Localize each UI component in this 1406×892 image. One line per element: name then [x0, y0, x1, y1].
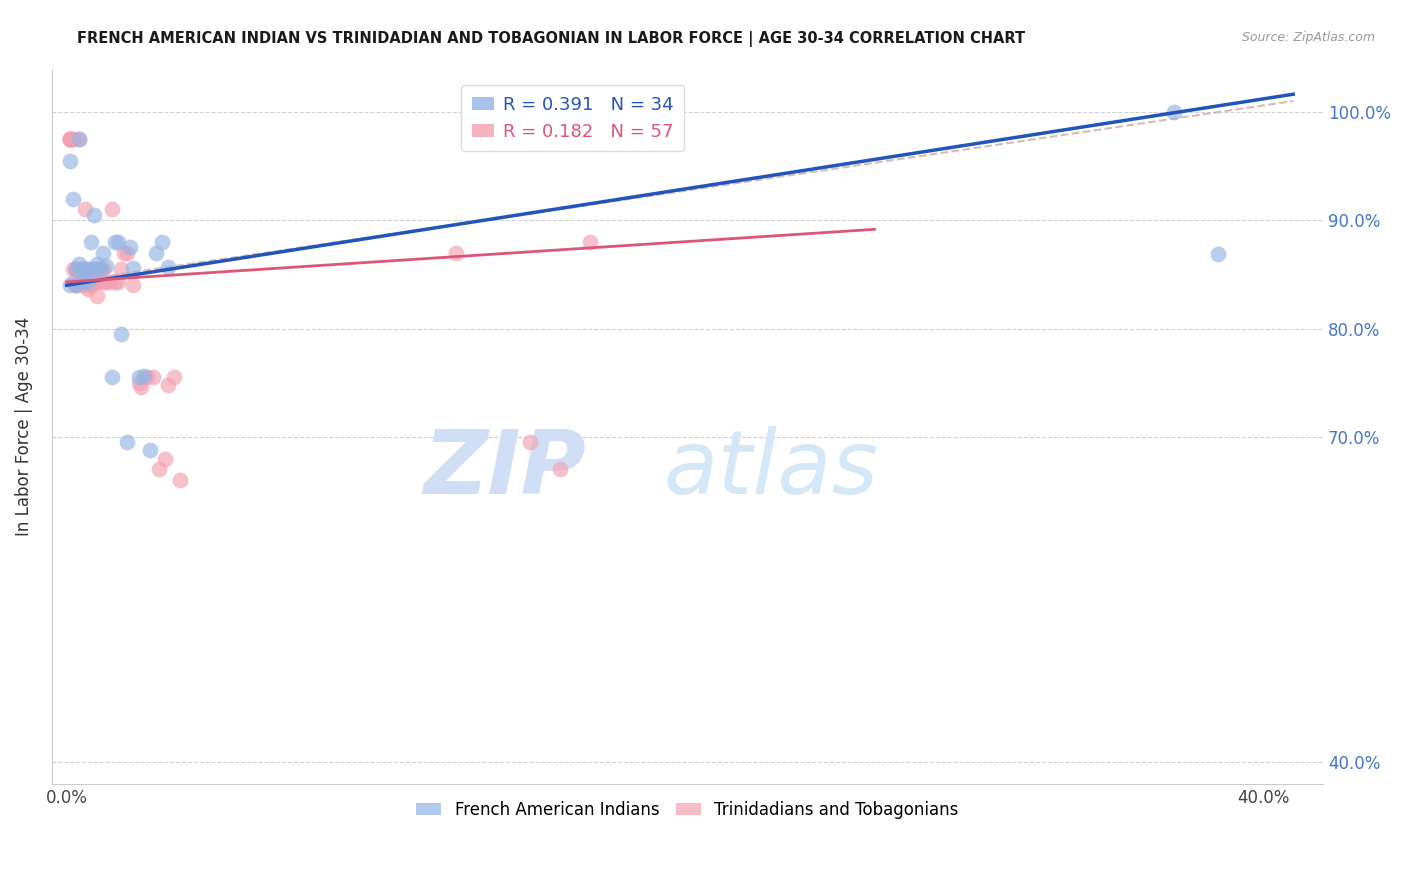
- Point: [70, 262, 93, 277]
- Point: [65, 278, 87, 293]
- Point: [128, 370, 150, 384]
- Point: [112, 245, 135, 260]
- Point: [76, 278, 98, 293]
- Point: [59, 153, 82, 168]
- Point: [145, 245, 167, 260]
- Point: [110, 326, 132, 341]
- Point: [121, 260, 143, 275]
- Point: [65, 262, 87, 277]
- Point: [73, 275, 96, 289]
- Point: [155, 451, 177, 466]
- Point: [59, 278, 82, 293]
- Point: [444, 245, 467, 260]
- Point: [91, 262, 114, 277]
- Point: [142, 370, 165, 384]
- Point: [62, 192, 84, 206]
- Point: [79, 235, 101, 249]
- Point: [148, 462, 170, 476]
- Text: atlas: atlas: [664, 426, 879, 512]
- Point: [65, 262, 87, 277]
- Legend: French American Indians, Trinidadians and Tobagonians: French American Indians, Trinidadians an…: [409, 794, 966, 825]
- Point: [94, 259, 117, 273]
- Point: [110, 262, 132, 277]
- Point: [59, 132, 82, 146]
- Point: [83, 262, 105, 277]
- Point: [86, 275, 108, 289]
- Point: [76, 281, 98, 295]
- Point: [70, 278, 93, 293]
- Point: [1208, 247, 1230, 261]
- Point: [67, 132, 90, 146]
- Point: [128, 376, 150, 390]
- Text: FRENCH AMERICAN INDIAN VS TRINIDADIAN AND TOBAGONIAN IN LABOR FORCE | AGE 30-34 : FRENCH AMERICAN INDIAN VS TRINIDADIAN AN…: [77, 31, 1025, 47]
- Point: [89, 262, 111, 277]
- Point: [169, 473, 191, 487]
- Point: [107, 235, 129, 249]
- Point: [103, 275, 125, 289]
- Point: [79, 278, 101, 293]
- Point: [519, 435, 541, 450]
- Point: [103, 235, 125, 249]
- Point: [86, 256, 108, 270]
- Point: [65, 278, 87, 293]
- Point: [83, 208, 105, 222]
- Point: [107, 275, 129, 289]
- Point: [115, 245, 138, 260]
- Point: [136, 370, 159, 384]
- Point: [139, 442, 162, 457]
- Point: [62, 132, 84, 146]
- Point: [59, 132, 82, 146]
- Point: [550, 462, 572, 476]
- Point: [67, 275, 90, 289]
- Point: [86, 262, 108, 277]
- Point: [62, 132, 84, 146]
- Point: [59, 132, 82, 146]
- Point: [100, 370, 122, 384]
- Point: [67, 262, 90, 277]
- Point: [70, 262, 93, 277]
- Point: [157, 378, 180, 392]
- Point: [65, 278, 87, 293]
- Point: [79, 262, 101, 277]
- Point: [1163, 104, 1185, 119]
- Point: [163, 370, 186, 384]
- Point: [94, 275, 117, 289]
- Point: [76, 275, 98, 289]
- Point: [73, 262, 96, 277]
- Point: [131, 380, 153, 394]
- Point: [157, 260, 180, 274]
- Point: [83, 275, 105, 289]
- Point: [115, 435, 138, 450]
- Point: [83, 270, 105, 285]
- Point: [62, 262, 84, 277]
- Point: [134, 369, 156, 384]
- Point: [62, 275, 84, 289]
- Point: [67, 132, 90, 146]
- Point: [118, 240, 141, 254]
- Point: [91, 245, 114, 260]
- Point: [121, 278, 143, 293]
- Point: [91, 275, 114, 289]
- Point: [76, 262, 98, 277]
- Point: [76, 275, 98, 289]
- Point: [97, 275, 120, 289]
- Point: [89, 262, 111, 277]
- Point: [70, 275, 93, 289]
- Point: [73, 202, 96, 217]
- Point: [59, 132, 82, 146]
- Point: [579, 235, 602, 249]
- Text: Source: ZipAtlas.com: Source: ZipAtlas.com: [1241, 31, 1375, 45]
- Point: [73, 262, 96, 277]
- Point: [100, 202, 122, 217]
- Y-axis label: In Labor Force | Age 30-34: In Labor Force | Age 30-34: [15, 317, 32, 536]
- Point: [67, 256, 90, 270]
- Point: [65, 262, 87, 277]
- Point: [79, 275, 101, 289]
- Text: ZIP: ZIP: [423, 425, 586, 513]
- Point: [86, 289, 108, 303]
- Point: [70, 275, 93, 289]
- Point: [152, 235, 174, 249]
